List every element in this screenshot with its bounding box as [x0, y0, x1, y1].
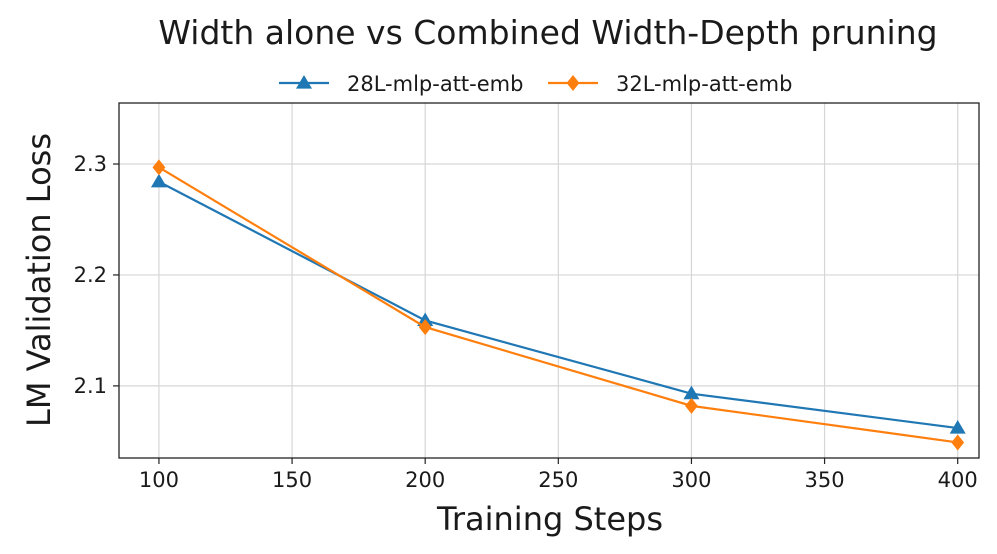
legend-label: 32L-mlp-att-emb: [616, 72, 792, 96]
x-tick-label: 200: [405, 468, 445, 492]
axis-ticks: 100 150 200 250 300 350 400 2.1 2.2 2.3: [74, 152, 978, 492]
legend-marker: [567, 75, 580, 91]
legend-marker: [296, 75, 312, 89]
grid: [119, 103, 979, 458]
data-point-32L-mlp-att-emb: [685, 398, 698, 414]
legend-label: 28L-mlp-att-emb: [347, 72, 523, 96]
y-tick-label: 2.1: [74, 374, 107, 398]
plot-frame: [119, 103, 979, 458]
x-tick-label: 400: [938, 468, 978, 492]
x-axis-label: Training Steps: [436, 500, 663, 538]
chart-title: Width alone vs Combined Width-Depth prun…: [158, 13, 937, 52]
legend: 28L-mlp-att-emb 32L-mlp-att-emb: [279, 72, 792, 96]
x-tick-label: 100: [139, 468, 179, 492]
y-axis-label: LM Validation Loss: [20, 133, 58, 427]
data-point-28L-mlp-att-emb: [151, 174, 167, 188]
data-point-32L-mlp-att-emb: [153, 159, 166, 175]
x-tick-label: 250: [538, 468, 578, 492]
x-tick-label: 150: [272, 468, 312, 492]
x-tick-label: 300: [671, 468, 711, 492]
x-tick-label: 350: [805, 468, 845, 492]
y-tick-label: 2.2: [74, 263, 107, 287]
y-tick-label: 2.3: [74, 152, 107, 176]
data-point-32L-mlp-att-emb: [951, 434, 964, 450]
